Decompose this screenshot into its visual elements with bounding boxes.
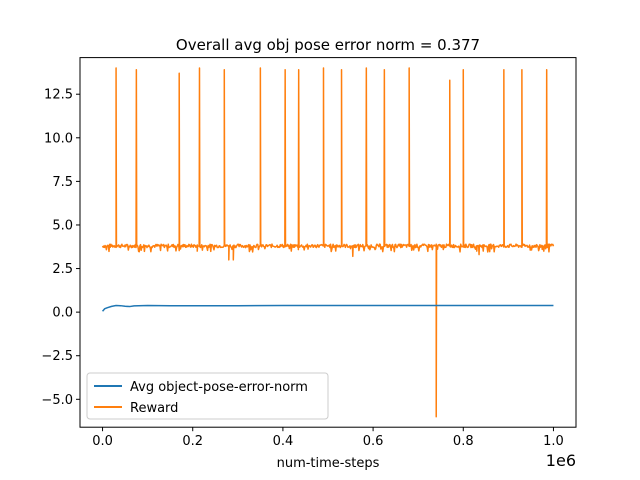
x-axis-label: num-time-steps: [277, 456, 380, 471]
x-axis: 0.0 0.2 0.4 0.6 0.8 1.0: [92, 427, 564, 449]
plot-frame: [79, 57, 577, 428]
x-axis-offset-text: 1e6: [546, 451, 576, 470]
y-tick-label: 2.5: [52, 262, 73, 277]
chart-title: Overall avg obj pose error norm = 0.377: [176, 36, 480, 54]
legend-frame: [86, 372, 329, 420]
plot-lines: [101, 67, 555, 418]
y-tick-label: 5.0: [52, 218, 73, 233]
y-tick-label: −2.5: [41, 349, 73, 364]
y-axis: −5.0 −2.5 0.0 2.5 5.0 7.5 10.0 12.5: [41, 88, 80, 408]
legend-label-avg-object-pose-error-norm: Avg object-pose-error-norm: [130, 380, 308, 395]
x-tick-label: 0.0: [92, 434, 113, 449]
legend: Avg object-pose-error-norm Reward: [86, 372, 329, 420]
y-tick-label: 7.5: [52, 175, 73, 190]
y-tick-label: 0.0: [52, 306, 73, 321]
x-tick-label: 0.2: [182, 434, 203, 449]
y-tick-label: −5.0: [41, 393, 73, 408]
x-tick-label: 0.6: [363, 434, 384, 449]
y-tick-label: 10.0: [44, 131, 73, 146]
x-tick-label: 1.0: [543, 434, 564, 449]
series-line-reward: [101, 67, 555, 418]
y-tick-label: 12.5: [44, 88, 73, 103]
legend-label-reward: Reward: [130, 401, 178, 416]
x-tick-label: 0.4: [273, 434, 294, 449]
series-line-avg-object-pose-error-norm: [101, 304, 554, 312]
x-tick-label: 0.8: [453, 434, 474, 449]
